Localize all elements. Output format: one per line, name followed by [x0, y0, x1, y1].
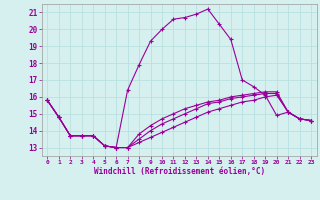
X-axis label: Windchill (Refroidissement éolien,°C): Windchill (Refroidissement éolien,°C) — [94, 167, 265, 176]
